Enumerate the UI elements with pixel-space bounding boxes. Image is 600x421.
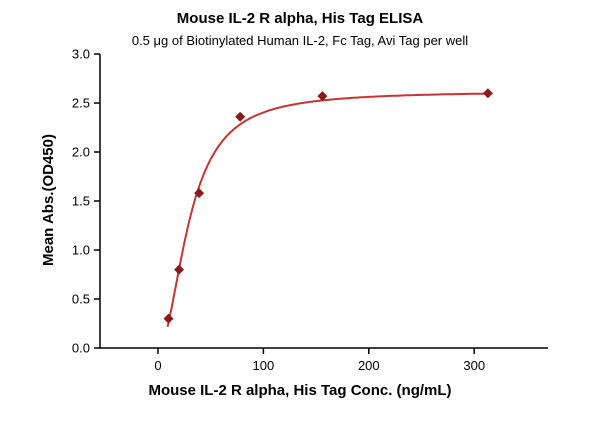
- y-tick-label: 1.5: [72, 194, 90, 209]
- chart-title: Mouse IL-2 R alpha, His Tag ELISA: [176, 10, 424, 27]
- data-point: [317, 91, 328, 102]
- y-tick-label: 3.0: [72, 47, 90, 62]
- plot-area: 0 100 200 300 0.0 0.5 1.0 1.5 2.0 2.5 3.0: [72, 47, 548, 373]
- data-point: [163, 313, 174, 324]
- y-tick-label: 0.0: [72, 341, 90, 356]
- data-point: [174, 264, 185, 275]
- fit-curve: [166, 92, 488, 328]
- y-tick-label: 1.0: [72, 243, 90, 258]
- y-axis-label: Mean Abs.(OD450): [40, 134, 57, 266]
- chart-subtitle: 0.5 μg of Biotinylated Human IL-2, Fc Ta…: [131, 33, 469, 48]
- x-tick-label: 200: [358, 358, 380, 373]
- y-tick-label: 2.5: [72, 96, 90, 111]
- x-tick-label: 0: [154, 358, 161, 373]
- x-axis-label: Mouse IL-2 R alpha, His Tag Conc. (ng/mL…: [148, 382, 452, 399]
- y-tick-label: 0.5: [72, 292, 90, 307]
- x-tick-label: 100: [253, 358, 275, 373]
- data-point: [194, 188, 205, 199]
- data-point: [235, 111, 246, 122]
- y-tick-label: 2.0: [72, 145, 90, 160]
- data-point: [482, 88, 493, 99]
- x-tick-label: 300: [463, 358, 485, 373]
